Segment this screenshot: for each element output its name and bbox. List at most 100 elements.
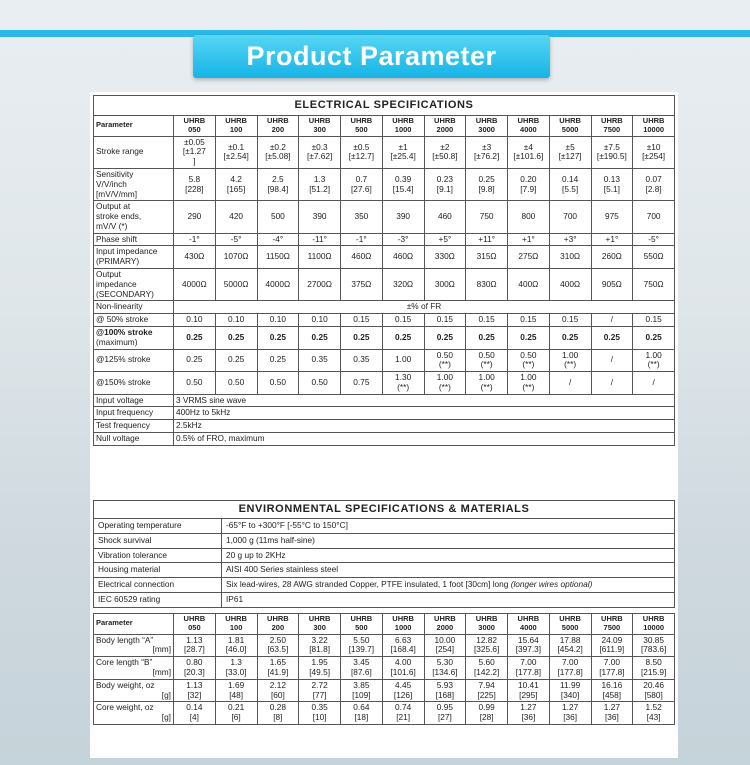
- dim-value: 17.88 [454.2]: [548, 633, 592, 658]
- spec-value: -5°: [632, 232, 675, 247]
- spec-value: +1°: [507, 232, 550, 247]
- spec-value: /: [590, 313, 634, 327]
- env-text: Six lead-wires, 28 AWG stranded Copper, …: [226, 579, 511, 590]
- dim-value: 7.00 [177.8]: [548, 656, 592, 680]
- spec-value: 420: [214, 200, 258, 234]
- dim-unit: [mm]: [152, 667, 171, 678]
- env-row: IEC 60529 rating IP61: [93, 591, 675, 608]
- column-header: UHRB 2000: [423, 613, 467, 635]
- dim-value: 0.74 [21]: [381, 701, 425, 725]
- spec-value: 1.00 (**): [507, 371, 550, 395]
- spec-value: 700: [632, 200, 675, 234]
- column-header: UHRB 100: [214, 114, 258, 137]
- spec-value: 3 VRMS sine wave: [173, 393, 675, 408]
- spec-value: 0.15: [381, 313, 425, 327]
- spec-label: Input frequency: [93, 406, 174, 421]
- title-row: ELECTRICAL SPECIFICATIONS: [93, 95, 675, 116]
- spec-label: @100% stroke (maximum): [93, 325, 174, 350]
- spec-value: 0.50 (**): [465, 348, 508, 373]
- dim-value: 4.45 [126]: [381, 678, 425, 703]
- column-header: UHRB 7500: [590, 613, 634, 635]
- dim-value: 0.14 [4]: [173, 701, 216, 725]
- env-value: -65°F to +300°F [-55°C to 150°C]: [221, 517, 675, 534]
- spec-value: /: [590, 348, 634, 373]
- spec-row: Input impedance (PRIMARY) 430Ω 1070Ω 1150Ω 1…: [93, 245, 675, 270]
- spec-value: /: [548, 371, 592, 395]
- spec-value: 0.10: [214, 313, 258, 327]
- spec-value: -4°: [256, 232, 300, 247]
- spec-label: Sensitivity V/V/inch [mV/V/mm]: [93, 167, 174, 202]
- spec-value: ±0.3 [±7.62]: [298, 135, 341, 170]
- spec-value: 1100Ω: [298, 245, 341, 270]
- dim-value: 10.41 [295]: [507, 678, 550, 703]
- spec-value: +5°: [423, 232, 467, 247]
- spec-value: 800: [507, 200, 550, 234]
- spec-value: -1°: [173, 232, 216, 247]
- spec-value: 5.8 [228]: [173, 167, 216, 202]
- spec-label: Non-linearity: [93, 300, 174, 315]
- spec-value: ±3 [±76.2]: [465, 135, 508, 170]
- env-text: 1,000 g (11ms half-sine): [226, 534, 315, 545]
- env-label: Shock survival: [93, 532, 222, 549]
- dim-label-text: Core length “B”: [96, 657, 153, 668]
- spec-row: @150% stroke 0.50 0.50 0.50 0.50 0.75 1.30 (**…: [93, 371, 675, 395]
- env-label: IEC 60529 rating: [93, 591, 222, 608]
- dim-row: Core length “B” [mm] 0.80 [20.3] 1.3 [33.0]…: [93, 656, 675, 680]
- spec-value: 0.39 [15.4]: [381, 167, 425, 202]
- spec-value: 1.00: [381, 348, 425, 373]
- env-value: Six lead-wires, 28 AWG stranded Copper, …: [221, 577, 675, 593]
- spec-value: ±% of FR: [173, 300, 675, 315]
- env-label: Vibration tolerance: [93, 547, 222, 564]
- env-label: Electrical connection: [93, 577, 222, 593]
- spec-row: Stroke range ±0.05 [±1.27 ] ±0.1 [±2.54] ±0…: [93, 135, 675, 170]
- spec-value: 315Ω: [465, 245, 508, 270]
- spec-value: 350: [340, 200, 383, 234]
- dim-value: 1.27 [36]: [507, 701, 550, 725]
- spec-value: 430Ω: [173, 245, 216, 270]
- spec-value: 0.50: [256, 371, 300, 395]
- column-header: UHRB 7500: [590, 114, 634, 137]
- dim-value: 1.13 [28.7]: [173, 633, 216, 658]
- dim-value: 16.16 [458]: [590, 678, 634, 703]
- dim-label: Core weight, oz [g]: [93, 701, 174, 725]
- env-row: Housing material AISI 400 Series stainles…: [93, 562, 675, 579]
- env-row: Vibration tolerance 20 g up to 2KHz: [93, 547, 675, 564]
- spec-value: 700: [548, 200, 592, 234]
- env-value: IP61: [221, 591, 675, 608]
- spec-panel: ELECTRICAL SPECIFICATIONS Parameter UHRB 0…: [90, 92, 678, 758]
- column-header: UHRB 200: [256, 613, 300, 635]
- spec-row: @ 50% stroke 0.10 0.10 0.10 0.10 0.15 0.15 0.15…: [93, 313, 675, 327]
- column-header: UHRB 300: [298, 613, 341, 635]
- spec-value: 0.25: [381, 325, 425, 350]
- dim-value: 1.3 [33.0]: [214, 656, 258, 680]
- env-label: Operating temperature: [93, 517, 222, 534]
- column-header: UHRB 300: [298, 114, 341, 137]
- dim-value: 1.52 [43]: [632, 701, 675, 725]
- env-row: Shock survival 1,000 g (11ms half-sine): [93, 532, 675, 549]
- column-header: UHRB 1000: [381, 613, 425, 635]
- spec-label-strong: @100% stroke: [96, 326, 153, 337]
- dim-value: 12.82 [325.6]: [465, 633, 508, 658]
- dim-row: Body weight, oz [g] 1.13 [32] 1.69 [48] 2.12…: [93, 678, 675, 703]
- spec-row: Output at stroke ends, mV/V (*) 290 420 500…: [93, 200, 675, 234]
- spec-value: 0.25 [9.8]: [465, 167, 508, 202]
- dim-value: 0.21 [6]: [214, 701, 258, 725]
- spec-value: 320Ω: [381, 268, 425, 302]
- spec-value: 460: [423, 200, 467, 234]
- column-header: UHRB 4000: [507, 613, 550, 635]
- spec-value: 0.10: [256, 313, 300, 327]
- spec-value: ±0.1 [±2.54]: [214, 135, 258, 170]
- dim-value: 3.22 [81.8]: [298, 633, 341, 658]
- dim-value: 1.27 [36]: [590, 701, 634, 725]
- spec-value: 390: [381, 200, 425, 234]
- spec-row: Input frequency 400Hz to 5kHz: [93, 406, 675, 421]
- table-title: ELECTRICAL SPECIFICATIONS: [93, 95, 675, 116]
- dim-value: 2.72 [77]: [298, 678, 341, 703]
- spec-value: 5000Ω: [214, 268, 258, 302]
- column-header: UHRB 3000: [465, 114, 508, 137]
- spec-value: 400Ω: [507, 268, 550, 302]
- dim-value: 7.94 [225]: [465, 678, 508, 703]
- dim-label: Body length “A” [mm]: [93, 633, 174, 658]
- spec-value: 0.25: [632, 325, 675, 350]
